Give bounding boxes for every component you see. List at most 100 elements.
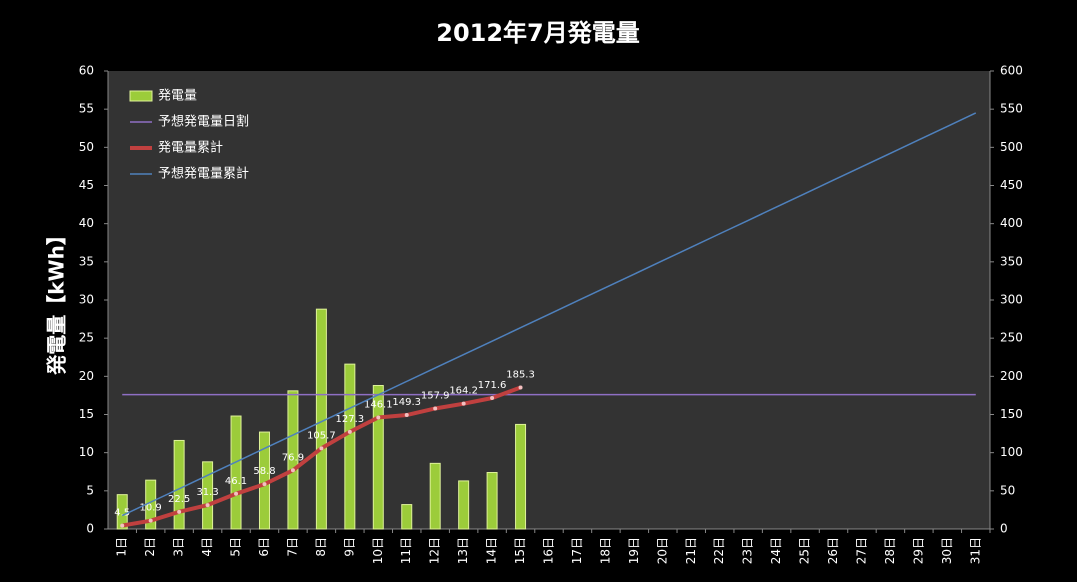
marker bbox=[290, 468, 295, 473]
bar bbox=[429, 462, 441, 530]
data-label: 164.2 bbox=[449, 386, 478, 397]
x-tick-label: 22日 bbox=[712, 537, 726, 564]
marker bbox=[148, 518, 153, 523]
data-label: 76.9 bbox=[282, 452, 304, 463]
marker bbox=[177, 509, 182, 514]
bar bbox=[230, 415, 242, 530]
marker bbox=[319, 446, 324, 451]
bar bbox=[344, 363, 356, 530]
x-tick-label: 16日 bbox=[542, 537, 556, 564]
bar bbox=[486, 472, 498, 530]
bar bbox=[173, 439, 185, 530]
marker bbox=[347, 429, 352, 434]
y2-tick-label: 500 bbox=[1000, 140, 1023, 154]
y-tick-label: 30 bbox=[79, 293, 94, 307]
x-tick-label: 19日 bbox=[627, 537, 641, 564]
marker bbox=[433, 406, 438, 411]
x-tick-label: 28日 bbox=[883, 537, 897, 564]
x-tick-label: 14日 bbox=[485, 537, 499, 564]
x-tick-label: 8日 bbox=[314, 537, 328, 557]
y2-tick-label: 0 bbox=[1000, 522, 1008, 536]
y2-tick-label: 50 bbox=[1000, 483, 1015, 497]
y-tick-label: 15 bbox=[79, 407, 94, 421]
x-tick-label: 6日 bbox=[257, 537, 271, 557]
marker bbox=[120, 523, 125, 528]
x-tick-label: 17日 bbox=[570, 537, 584, 564]
legend-label: 予想発電量日割 bbox=[158, 114, 249, 130]
x-tick-label: 23日 bbox=[741, 537, 755, 564]
line bbox=[121, 112, 977, 517]
y-tick-label: 50 bbox=[79, 140, 94, 154]
y2-tick-label: 300 bbox=[1000, 293, 1023, 307]
y-tick-label: 40 bbox=[79, 216, 94, 230]
x-tick-label: 18日 bbox=[598, 537, 612, 564]
data-label: 58.8 bbox=[253, 466, 275, 477]
x-tick-label: 11日 bbox=[399, 537, 413, 564]
data-label: 146.1 bbox=[364, 399, 393, 410]
legend-label: 発電量 bbox=[158, 89, 197, 104]
legend-label: 発電量累計 bbox=[158, 140, 223, 156]
x-tick-label: 9日 bbox=[342, 537, 356, 557]
marker bbox=[234, 491, 239, 496]
x-tick-label: 24日 bbox=[769, 537, 783, 564]
y-tick-label: 25 bbox=[79, 331, 94, 345]
y2-tick-label: 250 bbox=[1000, 331, 1023, 345]
y2-tick-label: 550 bbox=[1000, 102, 1023, 116]
x-tick-label: 29日 bbox=[911, 537, 925, 564]
y-tick-label: 45 bbox=[79, 178, 94, 192]
y-tick-label: 60 bbox=[79, 64, 94, 78]
x-tick-label: 30日 bbox=[940, 537, 954, 564]
x-tick-label: 1日 bbox=[115, 537, 129, 557]
bar bbox=[116, 494, 128, 530]
x-tick-label: 15日 bbox=[513, 537, 527, 564]
data-label: 171.6 bbox=[478, 380, 507, 391]
x-tick-label: 10日 bbox=[371, 537, 385, 564]
x-tick-label: 3日 bbox=[172, 537, 186, 557]
data-label: 4.5 bbox=[114, 508, 130, 519]
legend-label: 予想発電量累計 bbox=[158, 166, 249, 182]
x-tick-label: 4日 bbox=[200, 537, 214, 557]
data-label: 157.9 bbox=[421, 390, 450, 401]
bar bbox=[458, 480, 470, 530]
bar bbox=[287, 390, 299, 530]
data-label: 22.5 bbox=[168, 494, 190, 505]
data-label: 10.9 bbox=[140, 503, 162, 514]
y-axis-label: 発電量【kWh】 bbox=[45, 225, 69, 376]
data-label: 185.3 bbox=[506, 370, 535, 381]
x-tick-label: 13日 bbox=[456, 537, 470, 564]
bar bbox=[401, 504, 413, 530]
y-tick-label: 35 bbox=[79, 254, 94, 268]
marker bbox=[461, 401, 466, 406]
x-tick-label: 20日 bbox=[655, 537, 669, 564]
x-tick-label: 5日 bbox=[229, 537, 243, 557]
x-tick-label: 21日 bbox=[684, 537, 698, 564]
data-label: 31.3 bbox=[196, 487, 218, 498]
y2-tick-label: 600 bbox=[1000, 64, 1023, 78]
x-tick-label: 31日 bbox=[968, 537, 982, 564]
marker bbox=[205, 503, 210, 508]
y-tick-label: 5 bbox=[86, 483, 94, 497]
y2-tick-label: 350 bbox=[1000, 254, 1023, 268]
y-tick-label: 55 bbox=[79, 102, 94, 116]
data-label: 149.3 bbox=[392, 397, 421, 408]
data-label: 46.1 bbox=[225, 476, 247, 487]
y2-tick-label: 450 bbox=[1000, 178, 1023, 192]
x-tick-label: 7日 bbox=[285, 537, 299, 557]
chart-title: 2012年7月発電量 bbox=[436, 19, 640, 47]
data-label: 105.7 bbox=[307, 430, 336, 441]
y2-tick-label: 100 bbox=[1000, 445, 1023, 459]
bar bbox=[202, 461, 214, 530]
bar bbox=[372, 384, 384, 530]
y2-tick-label: 200 bbox=[1000, 369, 1023, 383]
marker bbox=[376, 415, 381, 420]
data-label: 127.3 bbox=[336, 414, 365, 425]
y-tick-label: 10 bbox=[79, 445, 94, 459]
marker bbox=[262, 482, 267, 487]
x-tick-label: 26日 bbox=[826, 537, 840, 564]
marker bbox=[404, 413, 409, 418]
bar bbox=[315, 308, 327, 530]
x-tick-label: 25日 bbox=[798, 537, 812, 564]
x-tick-label: 2日 bbox=[143, 537, 157, 557]
bar bbox=[515, 423, 527, 530]
